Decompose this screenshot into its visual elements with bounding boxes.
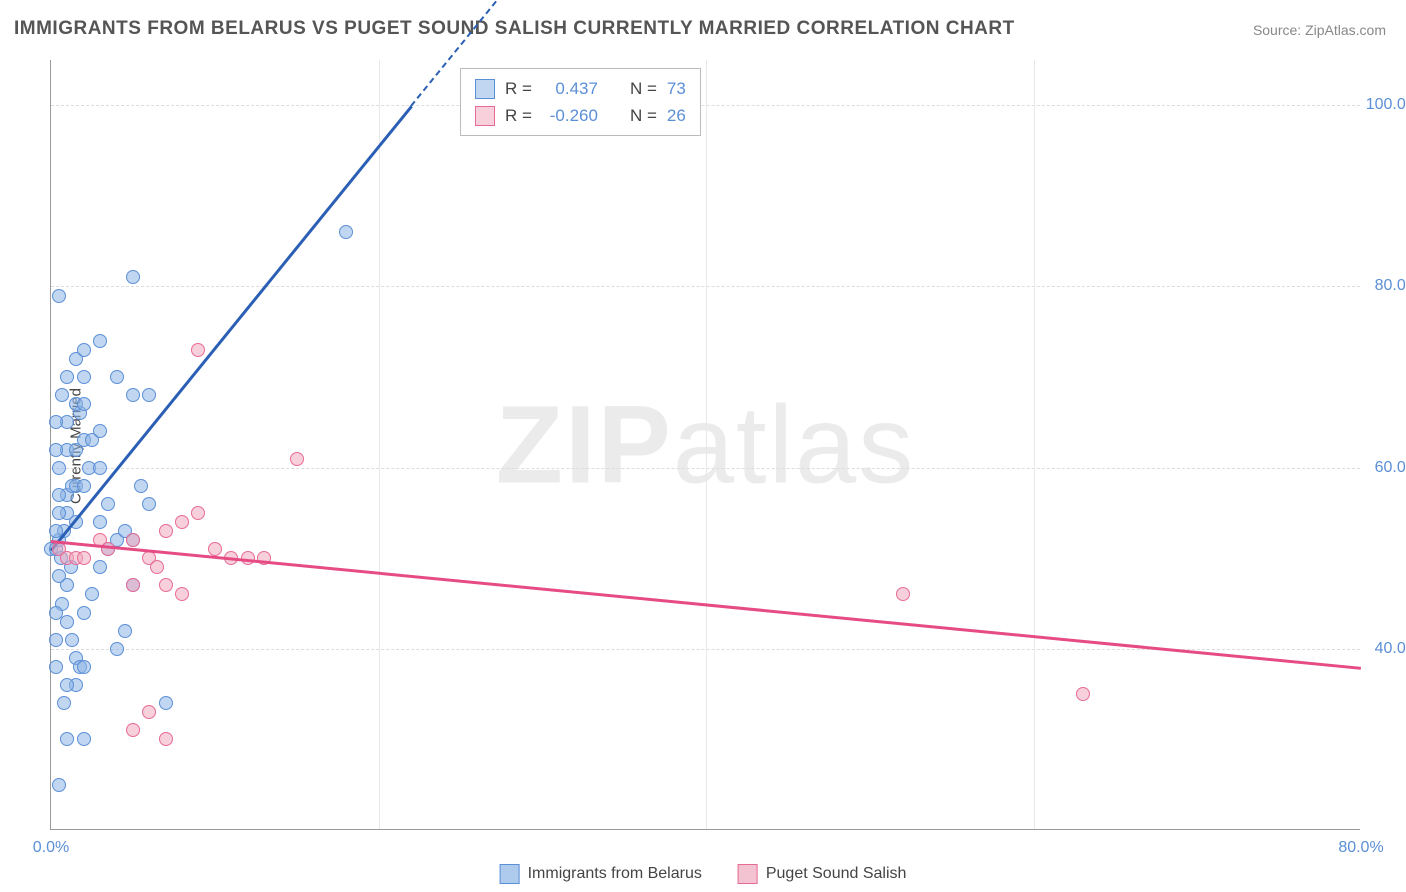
scatter-point <box>208 542 222 556</box>
legend-swatch <box>475 79 495 99</box>
x-tick-label: 80.0% <box>1338 839 1383 857</box>
scatter-point <box>85 587 99 601</box>
scatter-point <box>290 452 304 466</box>
scatter-point <box>134 479 148 493</box>
scatter-point <box>52 461 66 475</box>
scatter-point <box>175 587 189 601</box>
legend-n-label: N = <box>630 75 657 102</box>
scatter-point <box>93 515 107 529</box>
scatter-point <box>175 515 189 529</box>
scatter-point <box>60 732 74 746</box>
scatter-point <box>77 660 91 674</box>
v-gridline <box>379 60 380 829</box>
legend-row: R = 0.437 N = 73 <box>475 75 686 102</box>
scatter-point <box>159 696 173 710</box>
chart-title: IMMIGRANTS FROM BELARUS VS PUGET SOUND S… <box>14 18 1015 40</box>
source-label: Source: ZipAtlas.com <box>1253 22 1386 38</box>
scatter-point <box>93 334 107 348</box>
scatter-point <box>126 270 140 284</box>
scatter-point <box>126 578 140 592</box>
x-tick-label: 0.0% <box>33 839 69 857</box>
scatter-point <box>77 397 91 411</box>
chart-container: IMMIGRANTS FROM BELARUS VS PUGET SOUND S… <box>0 0 1406 892</box>
scatter-point <box>52 506 66 520</box>
v-gridline <box>1034 60 1035 829</box>
scatter-point <box>93 461 107 475</box>
scatter-point <box>93 560 107 574</box>
scatter-point <box>57 696 71 710</box>
y-tick-label: 100.0% <box>1365 96 1406 114</box>
watermark-bold: ZIP <box>496 383 673 506</box>
scatter-point <box>159 524 173 538</box>
trend-line <box>50 106 412 551</box>
series-legend-label: Immigrants from Belarus <box>528 865 702 883</box>
scatter-point <box>77 551 91 565</box>
scatter-point <box>142 705 156 719</box>
legend-r-label: R = <box>505 102 532 129</box>
scatter-point <box>49 415 63 429</box>
scatter-point <box>118 624 132 638</box>
scatter-point <box>126 533 140 547</box>
legend-r-label: R = <box>505 75 532 102</box>
scatter-point <box>1076 687 1090 701</box>
scatter-point <box>60 615 74 629</box>
scatter-point <box>191 343 205 357</box>
scatter-point <box>77 606 91 620</box>
scatter-point <box>126 388 140 402</box>
scatter-point <box>101 497 115 511</box>
scatter-point <box>126 723 140 737</box>
plot-area: ZIPatlas 40.0%60.0%80.0%100.0%0.0%80.0% <box>50 60 1360 830</box>
legend-swatch <box>500 864 520 884</box>
legend-swatch <box>475 106 495 126</box>
scatter-point <box>52 778 66 792</box>
scatter-point <box>110 370 124 384</box>
scatter-point <box>52 289 66 303</box>
watermark-light: atlas <box>673 383 915 506</box>
series-legend-label: Puget Sound Salish <box>766 865 907 883</box>
scatter-point <box>55 388 69 402</box>
scatter-point <box>77 343 91 357</box>
series-legend-item: Puget Sound Salish <box>738 864 907 884</box>
scatter-point <box>52 488 66 502</box>
scatter-point <box>191 506 205 520</box>
y-tick-label: 60.0% <box>1365 459 1406 477</box>
scatter-point <box>65 633 79 647</box>
legend-swatch <box>738 864 758 884</box>
legend-n-value: 73 <box>667 75 686 102</box>
y-tick-label: 40.0% <box>1365 640 1406 658</box>
legend-row: R = -0.260 N = 26 <box>475 102 686 129</box>
scatter-point <box>52 569 66 583</box>
scatter-point <box>49 606 63 620</box>
legend-r-value: 0.437 <box>542 75 598 102</box>
correlation-legend: R = 0.437 N = 73 R = -0.260 N = 26 <box>460 68 701 136</box>
scatter-point <box>77 732 91 746</box>
y-tick-label: 80.0% <box>1365 277 1406 295</box>
scatter-point <box>142 388 156 402</box>
legend-n-value: 26 <box>667 102 686 129</box>
scatter-point <box>49 660 63 674</box>
scatter-point <box>77 370 91 384</box>
v-gridline <box>706 60 707 829</box>
scatter-point <box>60 678 74 692</box>
scatter-point <box>159 578 173 592</box>
scatter-point <box>896 587 910 601</box>
series-legend: Immigrants from Belarus Puget Sound Salis… <box>500 864 907 884</box>
series-legend-item: Immigrants from Belarus <box>500 864 702 884</box>
scatter-point <box>49 443 63 457</box>
scatter-point <box>110 642 124 656</box>
scatter-point <box>60 370 74 384</box>
scatter-point <box>77 479 91 493</box>
scatter-point <box>150 560 164 574</box>
scatter-point <box>159 732 173 746</box>
scatter-point <box>339 225 353 239</box>
legend-r-value: -0.260 <box>542 102 598 129</box>
scatter-point <box>49 633 63 647</box>
scatter-point <box>93 424 107 438</box>
legend-n-label: N = <box>630 102 657 129</box>
scatter-point <box>142 497 156 511</box>
